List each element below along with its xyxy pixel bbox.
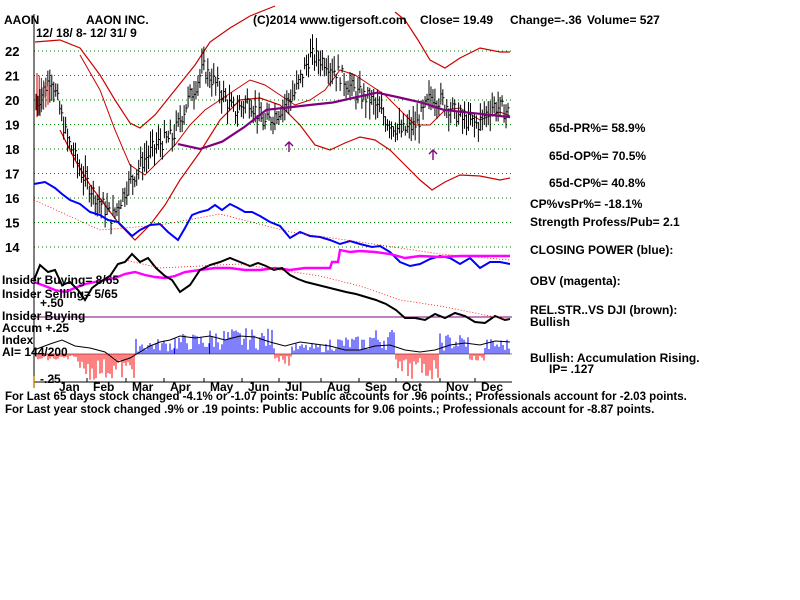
moving-average-line (177, 91, 511, 151)
y-tick-label: 22 (5, 44, 19, 59)
chart-frame (33, 14, 512, 383)
y-tick-label: 19 (5, 118, 19, 133)
accumulation-line (33, 335, 511, 363)
month-tick: Dec (481, 380, 503, 394)
rel-strength-value: Bullish (530, 315, 571, 329)
month-tick: Feb (93, 380, 114, 394)
price-change: Change=-.36 (510, 13, 582, 27)
price-axis-ticks: 22 21 20 19 18 17 16 15 14 (5, 44, 20, 255)
obv-label: OBV (magenta): (530, 274, 621, 288)
month-tick: Nov (446, 380, 469, 394)
index-label: Index (2, 333, 34, 347)
accum-plus-50: +.50 (40, 296, 64, 310)
insider-buying-label: Insider Buying (2, 309, 86, 323)
y-tick-label: 20 (5, 93, 19, 108)
copyright: (C)2014 www.tigersoft.com (253, 13, 407, 27)
ai-label: AI= 144/200 (2, 345, 68, 359)
footer-year: For Last year stock changed .9% or .19 p… (5, 404, 655, 416)
month-tick: Apr (170, 380, 191, 394)
buy-arrow-jul (284, 141, 294, 152)
cp-vs-pr-label: CP%vsPr%= -18.1% (530, 197, 643, 211)
y-tick-label: 14 (5, 240, 20, 255)
month-tick: Jun (248, 380, 269, 394)
month-axis: Jan Feb Mar Apr May Jun Jul Aug Sep Oct Nov Dec (52, 378, 503, 394)
cp65-label: 65d-CP%= 40.8% (549, 176, 646, 190)
month-tick: Jan (59, 380, 80, 394)
accum-label: Accum +.25 (2, 321, 70, 335)
closing-power-line (33, 180, 511, 270)
date-range: 12/ 18/ 8- 12/ 31/ 9 (36, 26, 137, 40)
month-tick: Jul (285, 380, 302, 394)
footer-65days: For Last 65 days stock changed -4.1% or … (5, 391, 687, 403)
insider-buying-ratio: Insider Buying= 8/65 (2, 273, 120, 287)
price-bars (35, 34, 510, 235)
strength-label: Strength Profess/Pub= 2.1 (530, 215, 680, 229)
buy-arrow-oct (428, 149, 438, 160)
ticker-symbol: AAON (4, 13, 40, 27)
op65-label: 65d-OP%= 70.5% (549, 149, 647, 163)
accumulation-status: Bullish: Accumulation Rising. (530, 351, 700, 365)
pr65-label: 65d-PR%= 58.9% (549, 121, 646, 135)
y-tick-label: 18 (5, 142, 19, 157)
volume: Volume= 527 (587, 13, 660, 27)
y-tick-label: 21 (5, 69, 19, 84)
month-tick: Aug (327, 380, 350, 394)
rel-strength-label: REL.STR..VS DJI (brown): (530, 303, 678, 317)
month-tick: Mar (132, 380, 154, 394)
y-tick-label: 17 (5, 167, 19, 182)
rel-strength-line (33, 252, 511, 325)
company-name: AAON INC. (86, 13, 149, 27)
short-average (79, 54, 511, 176)
month-tick: Sep (365, 380, 387, 394)
ip-value: IP= .127 (549, 362, 595, 376)
y-tick-label: 16 (5, 191, 19, 206)
y-tick-label: 15 (5, 216, 19, 231)
upper-band (34, 5, 510, 129)
month-tick: May (210, 380, 234, 394)
closing-power-label: CLOSING POWER (blue): (530, 243, 674, 257)
insider-selling-ratio: Insider Selling= 5/65 (2, 287, 118, 301)
month-tick: Oct (402, 380, 422, 394)
accum-minus-25: -.25 (40, 372, 61, 386)
close-price: Close= 19.49 (420, 13, 494, 27)
